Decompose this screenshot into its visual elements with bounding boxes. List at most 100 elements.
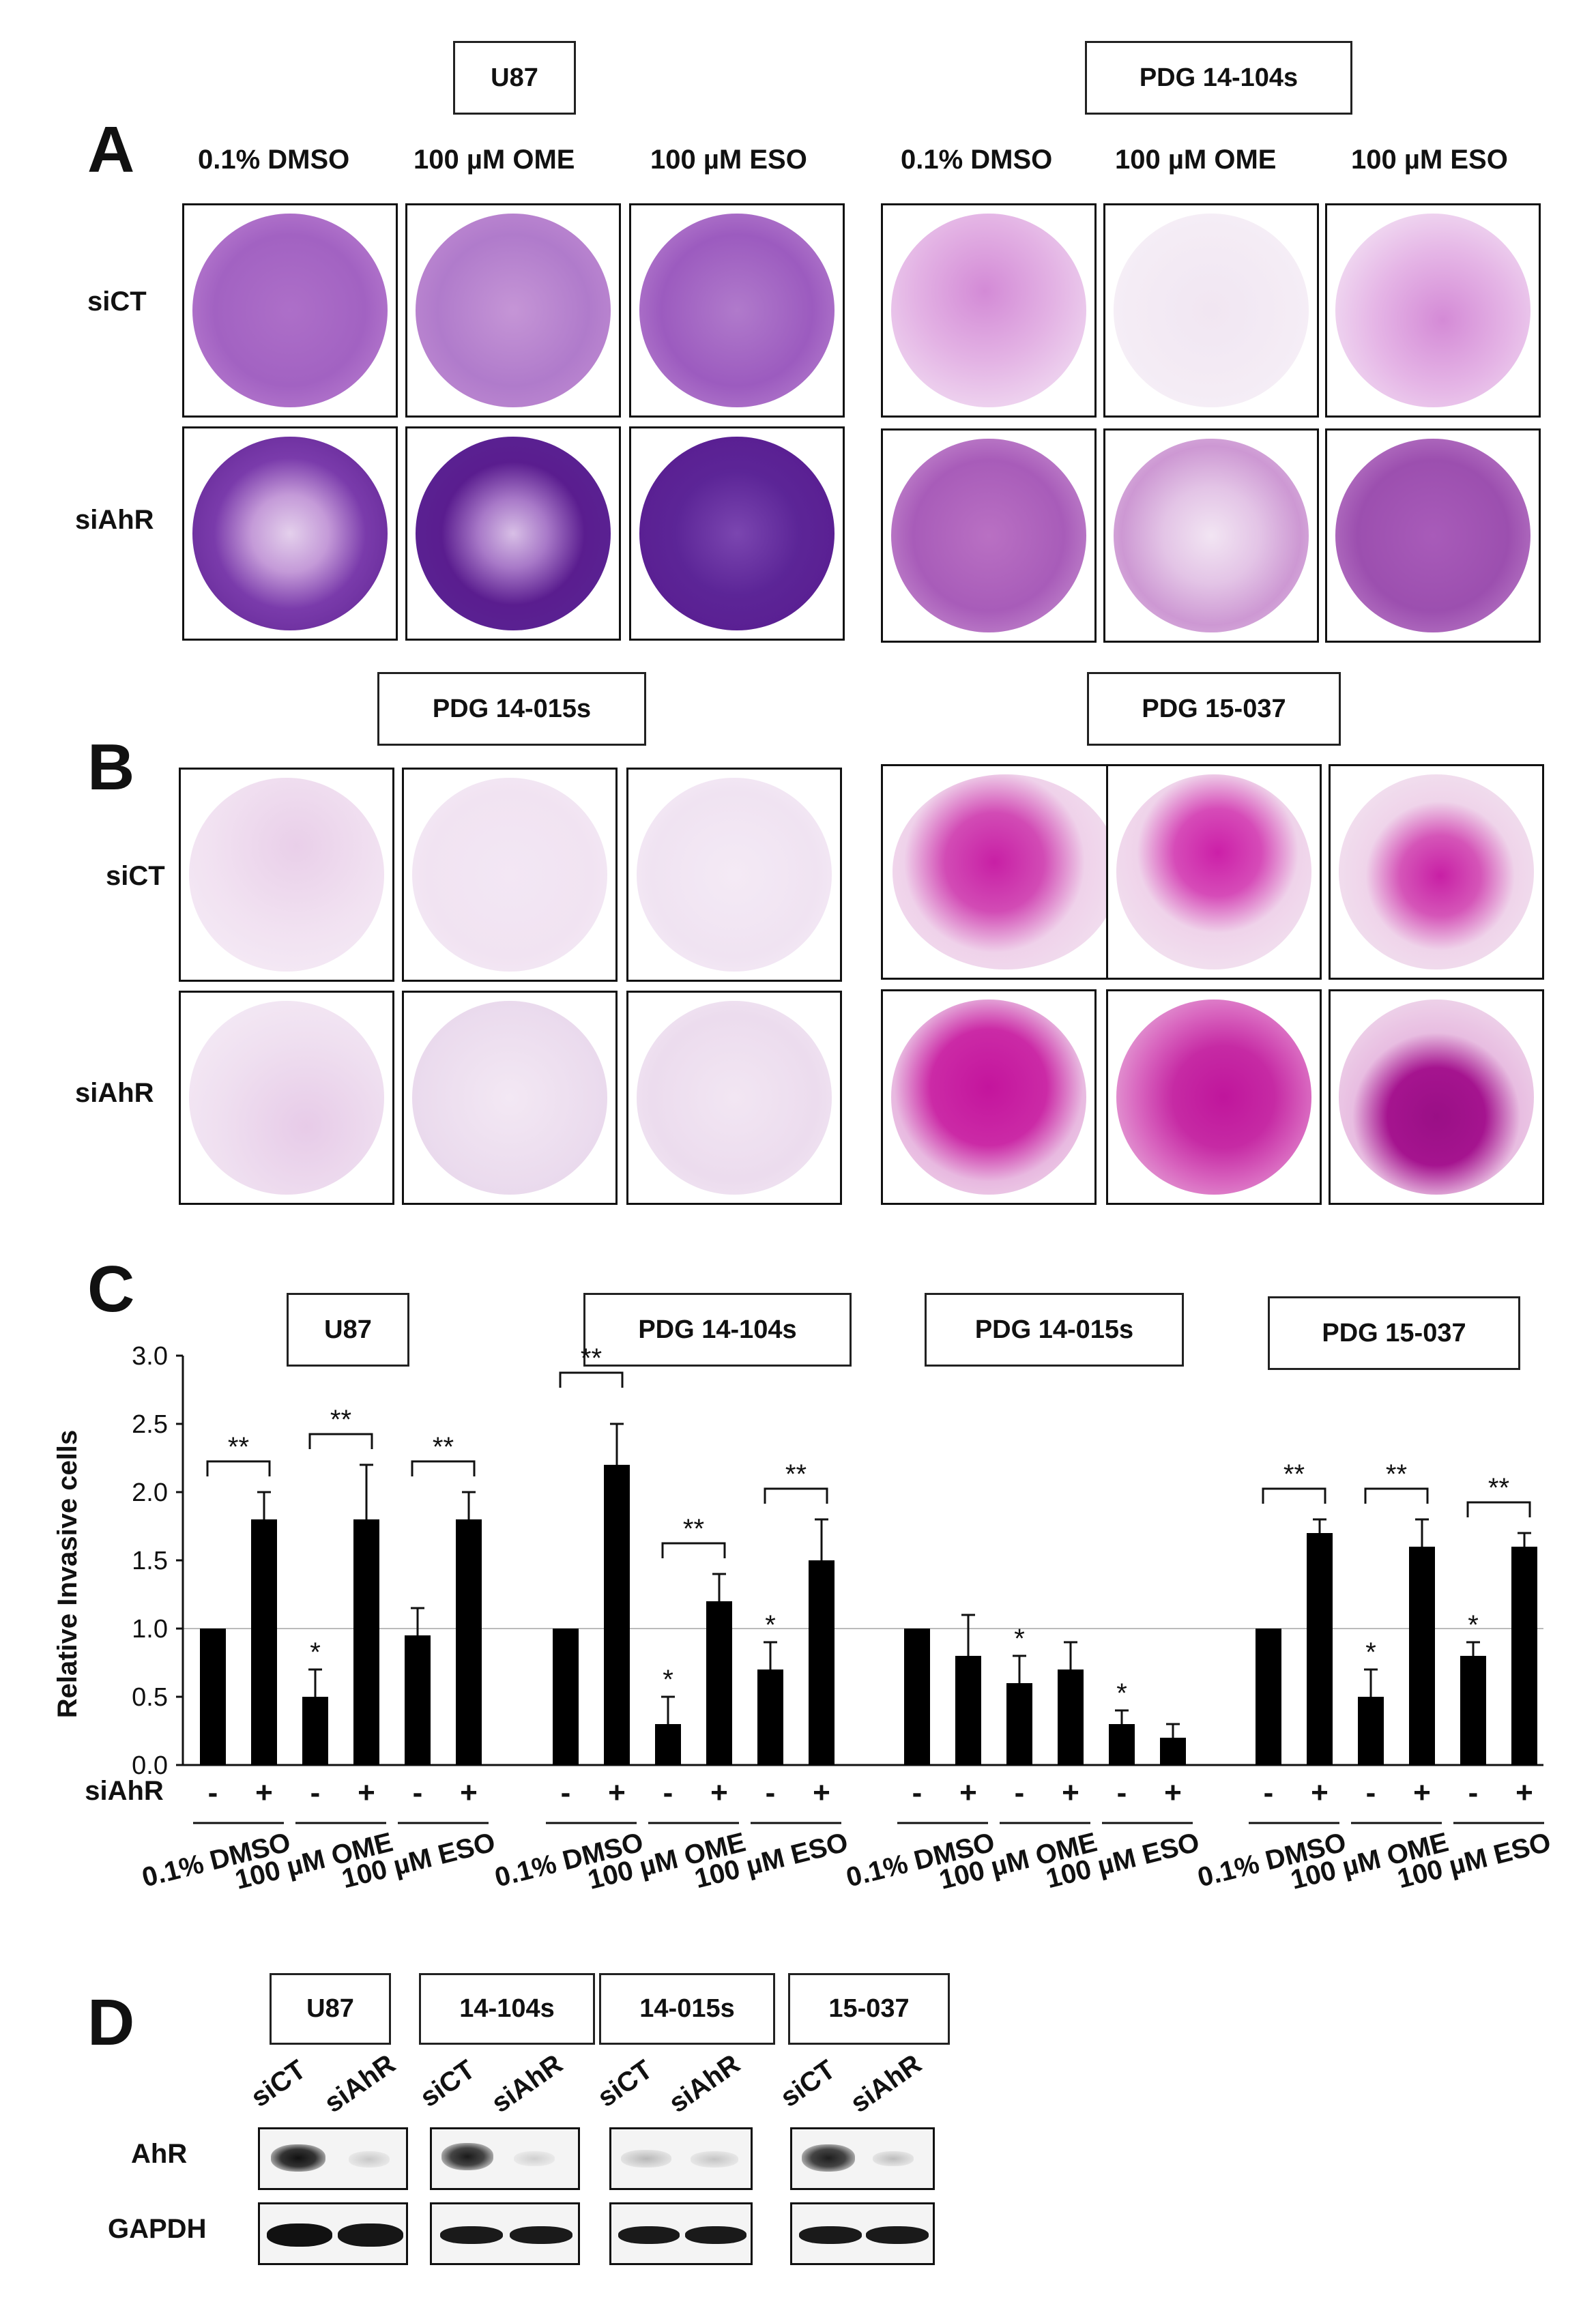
significance-bracket [308, 1433, 373, 1449]
blot-group-label-15-037: 15-037 [788, 1973, 950, 2045]
stain-well [626, 991, 842, 1205]
bar [809, 1560, 835, 1765]
stain-well [179, 768, 394, 982]
stain-well [182, 203, 398, 418]
siahr-sign: - [1015, 1776, 1025, 1809]
siahr-sign: - [310, 1776, 321, 1809]
panel-letter-b: B [87, 731, 135, 804]
significance-bracket [1466, 1501, 1531, 1517]
significance-label: ** [1488, 1473, 1509, 1503]
condition-label-ome: 100 µM OME [1115, 145, 1277, 175]
y-tick-label: 3.0 [132, 1342, 168, 1371]
bar [1256, 1629, 1281, 1765]
siahr-sign: + [255, 1776, 273, 1809]
siahr-sign: - [663, 1776, 673, 1809]
panel-letter-d: D [87, 1986, 135, 2059]
group-label-pdg-14-104s: PDG 14-104s [1085, 41, 1352, 115]
blot-gapdh-14-015s [609, 2202, 753, 2265]
chart-group-label-u87: U87 [287, 1293, 409, 1367]
condition-label-dmso: 0.1% DMSO [198, 145, 350, 175]
siahr-sign: + [1164, 1776, 1182, 1809]
siahr-sign: - [561, 1776, 571, 1809]
stain-well [1325, 203, 1541, 418]
siahr-sign: - [766, 1776, 776, 1809]
bar [1058, 1669, 1084, 1765]
bar [251, 1519, 277, 1765]
y-tick-label: 1.5 [132, 1547, 168, 1575]
blot-ahr-14-015s [609, 2127, 753, 2190]
siahr-sign: - [912, 1776, 923, 1809]
stain-well [1103, 203, 1319, 418]
significance-label: ** [785, 1459, 807, 1489]
bar [353, 1519, 379, 1765]
blot-ahr-u87 [258, 2127, 408, 2190]
condition-label-eso: 100 µM ESO [650, 145, 807, 175]
bar [904, 1629, 930, 1765]
bar [405, 1635, 431, 1765]
x-row-label: siAhR [85, 1776, 164, 1806]
bar [456, 1519, 482, 1765]
significance-label: ** [683, 1514, 704, 1544]
significance-bracket [764, 1487, 828, 1504]
siahr-sign: - [1264, 1776, 1274, 1809]
chart-group-label-pdg-15-037: PDG 15-037 [1268, 1296, 1520, 1370]
siahr-sign: + [959, 1776, 977, 1809]
significance-star: * [765, 1610, 776, 1640]
blot-group-label-14-015s: 14-015s [599, 1973, 775, 2045]
blot-ahr-15-037 [790, 2127, 935, 2190]
bar [200, 1629, 226, 1765]
blot-row-label-gapdh: GAPDH [108, 2214, 207, 2244]
row-label-sict: siCT [87, 287, 147, 317]
y-tick-label: 0.0 [132, 1751, 168, 1780]
significance-bracket [411, 1460, 476, 1476]
significance-bracket [661, 1542, 726, 1558]
blot-gapdh-15-037 [790, 2202, 935, 2265]
significance-star: * [1014, 1624, 1025, 1654]
bar [1511, 1547, 1537, 1765]
group-label-pdg-14-015s: PDG 14-015s [377, 672, 646, 746]
stain-well [1106, 989, 1322, 1205]
bar [1409, 1547, 1435, 1765]
bar [655, 1724, 681, 1765]
y-tick-label: 1.0 [132, 1615, 168, 1644]
siahr-sign: + [358, 1776, 375, 1809]
significance-star: * [1365, 1637, 1376, 1667]
significance-bracket [206, 1460, 271, 1476]
significance-label: ** [1283, 1459, 1305, 1489]
significance-star: * [310, 1637, 321, 1667]
chart-group-label-pdg-14-104s: PDG 14-104s [583, 1293, 852, 1367]
stain-well [182, 426, 398, 641]
significance-bracket [559, 1371, 624, 1388]
stain-well [1325, 428, 1541, 643]
significance-label: ** [228, 1432, 249, 1462]
siahr-sign: + [1311, 1776, 1329, 1809]
significance-star: * [1116, 1678, 1127, 1708]
bar [1006, 1683, 1032, 1765]
blot-ahr-14-104s [430, 2127, 580, 2190]
siahr-sign: + [608, 1776, 626, 1809]
y-axis-label: Relative Invasive cells [53, 1430, 83, 1719]
siahr-sign: + [813, 1776, 830, 1809]
siahr-sign: + [710, 1776, 728, 1809]
condition-label-eso: 100 µM ESO [1351, 145, 1508, 175]
stain-well [1329, 764, 1544, 980]
siahr-sign: - [1117, 1776, 1127, 1809]
row-label-sict: siCT [106, 861, 165, 891]
stain-well [1106, 764, 1322, 980]
stain-well [405, 426, 621, 641]
siahr-sign: + [1062, 1776, 1079, 1809]
stain-well [881, 203, 1097, 418]
bar [553, 1629, 579, 1765]
siahr-sign: - [208, 1776, 218, 1809]
siahr-sign: + [1515, 1776, 1533, 1809]
panel-letter-c: C [87, 1253, 135, 1326]
blot-group-label-14-104s: 14-104s [419, 1973, 595, 2045]
stain-well [629, 203, 845, 418]
y-tick-label: 2.0 [132, 1478, 168, 1507]
bar [1109, 1724, 1135, 1765]
row-label-siahr: siAhR [75, 505, 154, 535]
group-label-pdg-15-037: PDG 15-037 [1087, 672, 1341, 746]
significance-bracket [1262, 1487, 1326, 1504]
blot-row-label-ahr: AhR [131, 2139, 188, 2169]
